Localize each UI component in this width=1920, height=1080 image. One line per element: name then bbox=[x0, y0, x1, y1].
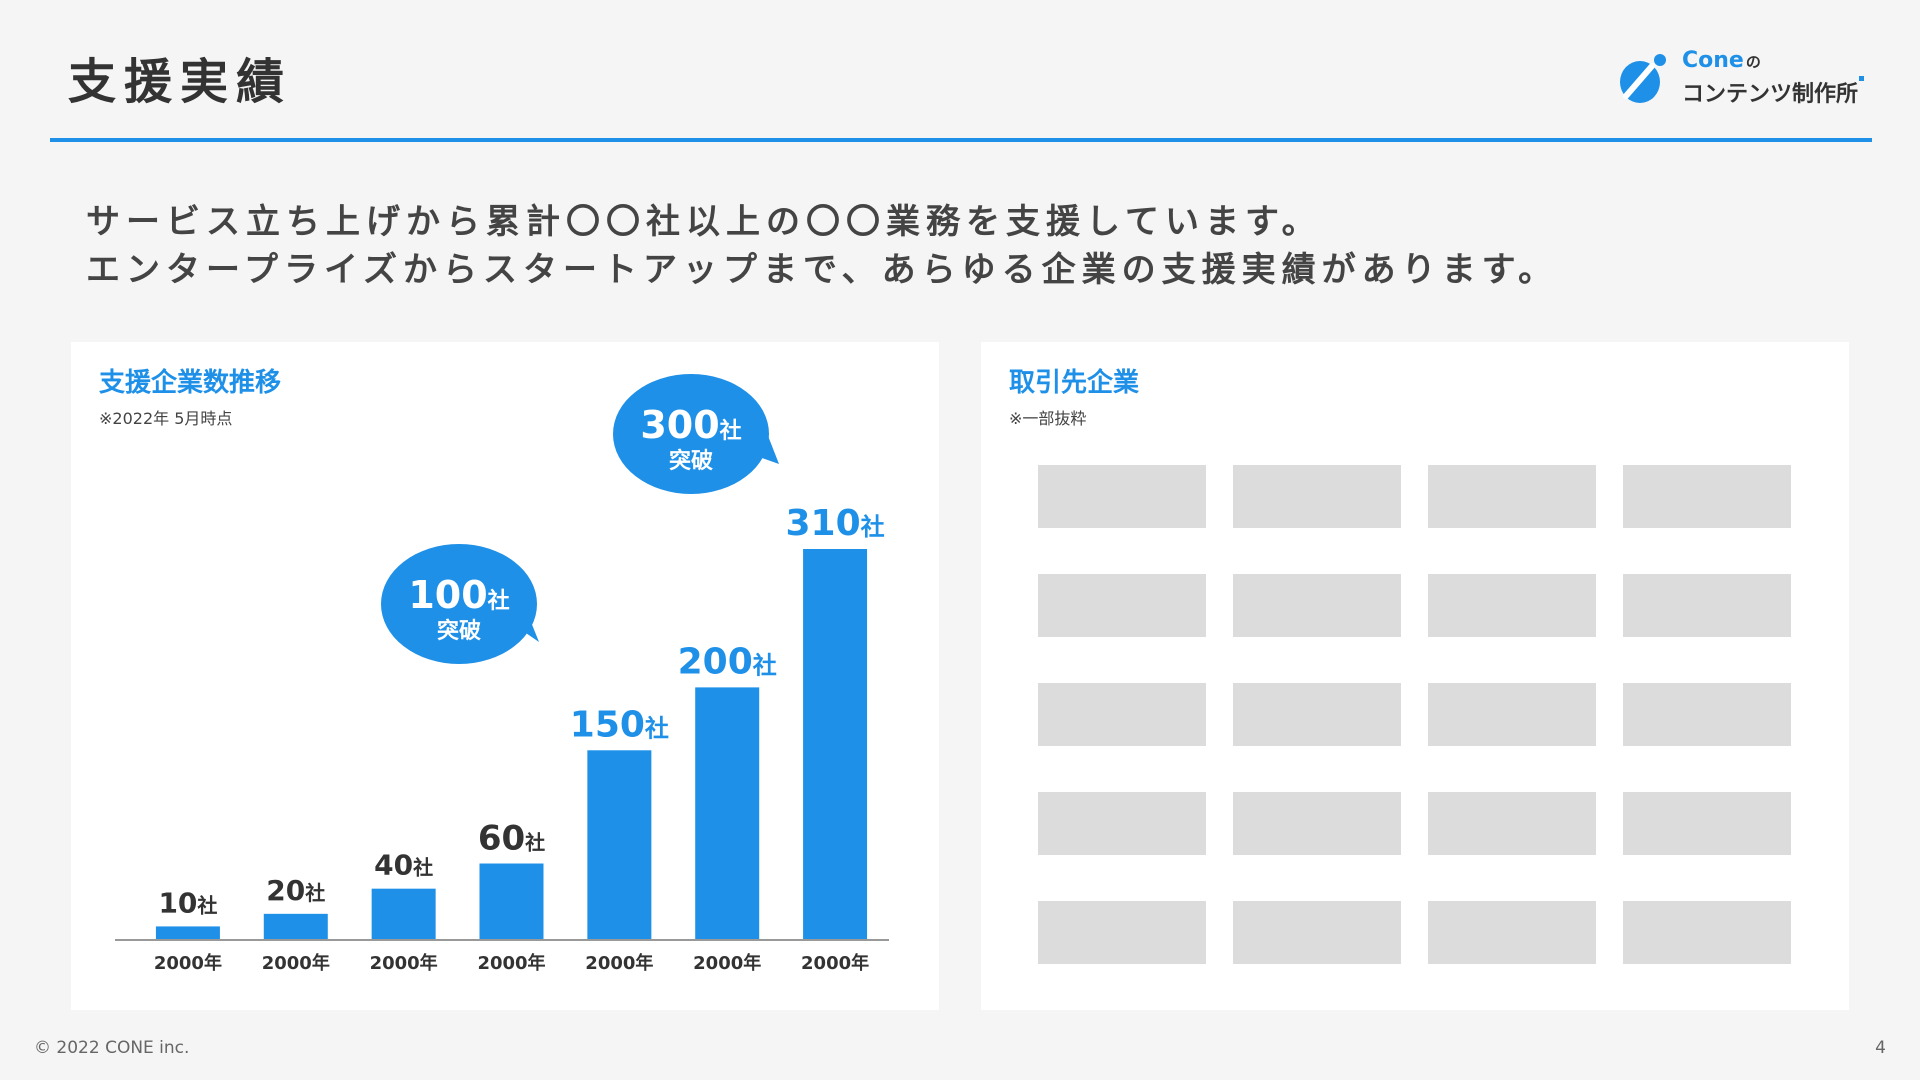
client-logo-placeholder bbox=[1038, 683, 1206, 746]
logo-name: Cone の bbox=[1682, 48, 1761, 73]
lead-line-2: エンタープライズからスタートアップまで、あらゆる企業の支援実績があります。 bbox=[86, 250, 1559, 290]
client-logo-placeholder bbox=[1038, 465, 1206, 528]
x-tick-label-3: 2000年 bbox=[370, 952, 438, 974]
client-logo-placeholder bbox=[1038, 901, 1206, 964]
bar-chart: 10社 2000年 20社 2000年 40社 2000年 60社 2000年 150社 2000… bbox=[115, 374, 889, 974]
client-logo-placeholder bbox=[1233, 683, 1401, 746]
client-logo-placeholder bbox=[1233, 901, 1401, 964]
x-tick-label-7: 2000年 bbox=[801, 952, 869, 974]
copyright: © 2022 CONE inc. bbox=[34, 1038, 190, 1058]
bar-4 bbox=[479, 863, 544, 939]
client-logo-placeholder bbox=[1623, 792, 1791, 855]
bar-1 bbox=[155, 926, 220, 939]
client-logo-placeholder bbox=[1623, 574, 1791, 637]
page-title: 支援実績 bbox=[68, 54, 293, 110]
x-tick-label-2: 2000年 bbox=[262, 952, 330, 974]
clients-panel: 取引先企業 ※一部抜粋 bbox=[981, 342, 1849, 1010]
data-label-5: 150社 bbox=[570, 704, 669, 745]
bar-5 bbox=[587, 750, 652, 939]
client-logo-placeholder bbox=[1428, 792, 1596, 855]
lead-line-1: サービス立ち上げから累計〇〇社以上の〇〇業務を支援しています。 bbox=[86, 202, 1322, 242]
bar-2 bbox=[263, 913, 328, 939]
data-label-1: 10社 bbox=[158, 886, 217, 919]
client-logo-placeholder bbox=[1428, 574, 1596, 637]
logo-subtitle: コンテンツ制作所 bbox=[1682, 76, 1865, 108]
bar-6 bbox=[695, 687, 760, 939]
callout-text-2: 突破 bbox=[669, 448, 713, 474]
data-label-2: 20社 bbox=[266, 874, 325, 907]
page-number: 4 bbox=[1875, 1038, 1886, 1058]
callout-bubble-1 bbox=[381, 544, 537, 664]
chart-panel-title: 支援企業数推移 bbox=[99, 368, 282, 398]
bar-7 bbox=[803, 549, 868, 939]
chart-panel-note: ※2022年 5月時点 bbox=[99, 409, 233, 428]
client-logo-placeholder bbox=[1428, 901, 1596, 964]
x-tick-label-1: 2000年 bbox=[154, 952, 222, 974]
title-divider bbox=[50, 138, 1872, 142]
clients-panel-note: ※一部抜粋 bbox=[1009, 409, 1087, 428]
x-tick-label-5: 2000年 bbox=[585, 952, 653, 974]
client-logo-placeholder bbox=[1233, 792, 1401, 855]
data-label-4: 60社 bbox=[478, 819, 545, 859]
bar-3 bbox=[371, 888, 436, 939]
cone-logo-icon bbox=[1620, 54, 1666, 103]
clients-panel-title: 取引先企業 bbox=[1009, 368, 1140, 398]
client-logo-placeholder bbox=[1038, 574, 1206, 637]
data-label-3: 40社 bbox=[374, 849, 433, 882]
chart-panel: 支援企業数推移 ※2022年 5月時点 10社 2000年 20社 2000年 40社 2… bbox=[71, 342, 939, 1010]
brand-logo: Cone の コンテンツ制作所 bbox=[1618, 48, 1868, 108]
lead-text: サービス立ち上げから累計〇〇社以上の〇〇業務を支援しています。 エンタープライズ… bbox=[86, 198, 1558, 294]
client-logo-placeholder bbox=[1623, 901, 1791, 964]
client-logo-placeholder bbox=[1233, 465, 1401, 528]
x-tick-label-4: 2000年 bbox=[477, 952, 545, 974]
callout-bubble-2 bbox=[613, 374, 769, 494]
data-label-6: 200社 bbox=[678, 641, 777, 682]
callout-text-1: 突破 bbox=[437, 618, 481, 644]
client-logo-placeholder bbox=[1428, 683, 1596, 746]
x-tick-label-6: 2000年 bbox=[693, 952, 761, 974]
client-logo-placeholder bbox=[1038, 792, 1206, 855]
client-logo-placeholder bbox=[1623, 683, 1791, 746]
client-logo-placeholder bbox=[1428, 465, 1596, 528]
client-logo-placeholder bbox=[1623, 465, 1791, 528]
data-label-7: 310社 bbox=[785, 503, 884, 544]
client-logo-placeholder bbox=[1233, 574, 1401, 637]
